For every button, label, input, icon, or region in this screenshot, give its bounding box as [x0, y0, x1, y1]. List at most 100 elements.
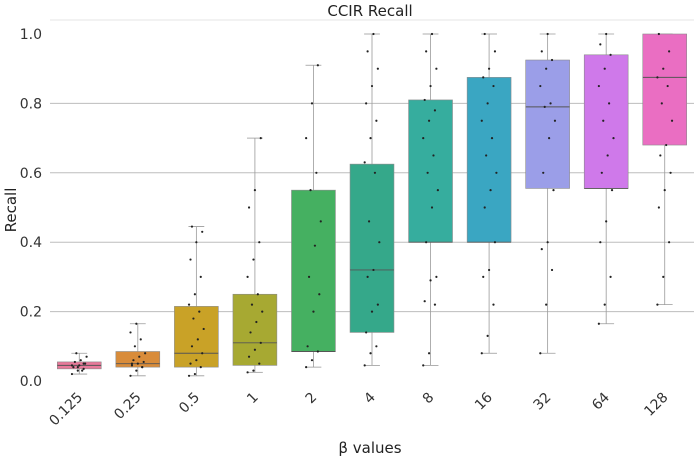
box-8 [408, 99, 453, 243]
box-0.5 [174, 306, 219, 368]
box-64 [583, 54, 629, 189]
data-point [553, 119, 557, 122]
data-point [659, 154, 662, 157]
data-point [435, 275, 438, 278]
data-point [135, 322, 138, 325]
data-point [657, 206, 660, 209]
box-128 [642, 33, 687, 146]
data-point [486, 334, 489, 337]
x-tick-label: 16 [472, 389, 496, 413]
data-point [259, 137, 262, 140]
data-point [480, 352, 483, 355]
data-point [612, 137, 615, 140]
data-point [552, 189, 555, 192]
data-point [133, 345, 136, 348]
data-point [79, 359, 82, 362]
y-tick-label: 0.0 [20, 374, 42, 390]
data-point [663, 189, 666, 192]
data-point [305, 366, 308, 369]
data-point [370, 84, 374, 88]
data-point [429, 84, 432, 88]
data-point [480, 119, 483, 122]
data-point [378, 241, 381, 244]
data-point [247, 355, 251, 358]
data-point [129, 331, 132, 334]
data-point [489, 189, 492, 192]
data-point [426, 171, 429, 174]
data-point [603, 303, 606, 306]
data-point [665, 143, 668, 147]
box-2 [291, 189, 336, 352]
data-point [662, 67, 665, 70]
data-point [306, 345, 309, 348]
data-point [546, 32, 549, 36]
data-point [485, 154, 488, 157]
data-point [487, 268, 491, 272]
data-point [363, 161, 366, 164]
data-point [252, 258, 255, 261]
data-point [193, 293, 196, 296]
data-point [315, 171, 318, 174]
data-point [82, 367, 85, 370]
data-point [253, 348, 257, 351]
data-point [258, 362, 261, 365]
data-point [253, 189, 257, 192]
data-point [195, 359, 198, 362]
data-point [609, 275, 612, 278]
data-point [599, 43, 602, 46]
box-16 [466, 77, 512, 243]
data-point [493, 241, 497, 244]
data-point [376, 67, 379, 70]
data-point [82, 362, 85, 365]
data-point [492, 303, 495, 306]
data-point [423, 300, 426, 303]
data-point [309, 189, 312, 192]
y-tick-label: 0.2 [20, 305, 42, 321]
data-point [670, 119, 674, 122]
x-tick-label: 32 [531, 390, 555, 414]
data-point [130, 364, 134, 367]
y-tick-label: 0.6 [20, 166, 42, 182]
box-4 [349, 163, 395, 333]
data-point [369, 352, 372, 355]
data-point [660, 102, 663, 105]
data-point [373, 171, 377, 174]
data-point [246, 371, 249, 374]
x-tick-label: 4 [361, 389, 379, 407]
data-point [142, 360, 145, 364]
data-point [70, 364, 74, 367]
data-point [550, 268, 554, 272]
data-point [436, 189, 439, 192]
data-point [76, 369, 79, 372]
data-point [666, 84, 669, 88]
data-point [433, 109, 437, 112]
data-point [656, 76, 659, 79]
data-point [310, 102, 314, 105]
data-point [129, 374, 132, 377]
data-point [493, 50, 497, 53]
data-point [190, 225, 194, 228]
data-point [545, 303, 548, 306]
data-point [249, 331, 252, 334]
data-point [435, 67, 438, 70]
data-point [202, 327, 205, 331]
data-point [432, 154, 435, 157]
data-point [540, 248, 543, 251]
data-point [425, 50, 428, 53]
data-point [668, 241, 671, 244]
data-point [600, 171, 603, 174]
y-tick-label: 0.8 [20, 96, 42, 112]
data-point [539, 84, 542, 88]
data-point [81, 369, 84, 372]
data-point [433, 303, 437, 306]
x-tick-label: 128 [641, 390, 671, 420]
data-point [366, 50, 369, 53]
data-point [430, 32, 434, 36]
data-point [310, 359, 314, 362]
box-32 [525, 59, 570, 189]
data-point [78, 364, 81, 367]
x-tick-label: 0.125 [46, 390, 86, 430]
x-tick-label: 2 [303, 390, 321, 408]
data-point [130, 362, 134, 365]
data-point [363, 364, 366, 367]
